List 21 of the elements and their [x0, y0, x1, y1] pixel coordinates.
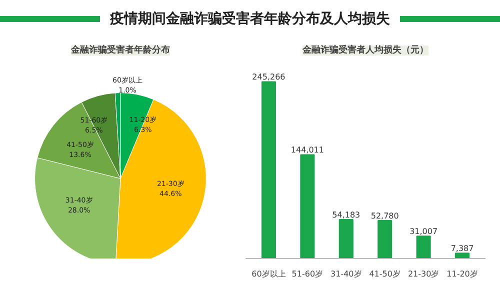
data-label: 7,387	[450, 244, 474, 254]
data-label: 144,011	[290, 146, 324, 155]
data-label: 245,266	[252, 72, 286, 82]
chart-title: 金融诈骗受害者年龄分布	[70, 44, 170, 56]
data-label: 54,183	[332, 210, 360, 220]
bar	[338, 218, 354, 258]
x-tick-label: 41-50岁	[369, 270, 400, 278]
x-tick-label: 51-60岁	[292, 270, 324, 278]
x-tick-label: 11-20岁	[446, 270, 478, 278]
bar	[378, 220, 392, 258]
bar	[455, 252, 470, 258]
bar	[300, 154, 315, 258]
bar	[261, 81, 276, 258]
chart-title: 金融诈骗受害者人均损失（元）	[302, 44, 428, 56]
data-label: 31,007	[410, 227, 438, 236]
x-tick-label: 60岁以上	[252, 270, 286, 278]
bar	[416, 236, 431, 258]
text: 疫情期间金融诈骗受害者年龄分布及人均损失	[108, 10, 391, 29]
x-tick-label: 21-30岁	[408, 270, 440, 278]
data-label: 52,780	[370, 211, 399, 220]
x-tick-label: 31-40岁	[330, 270, 362, 278]
